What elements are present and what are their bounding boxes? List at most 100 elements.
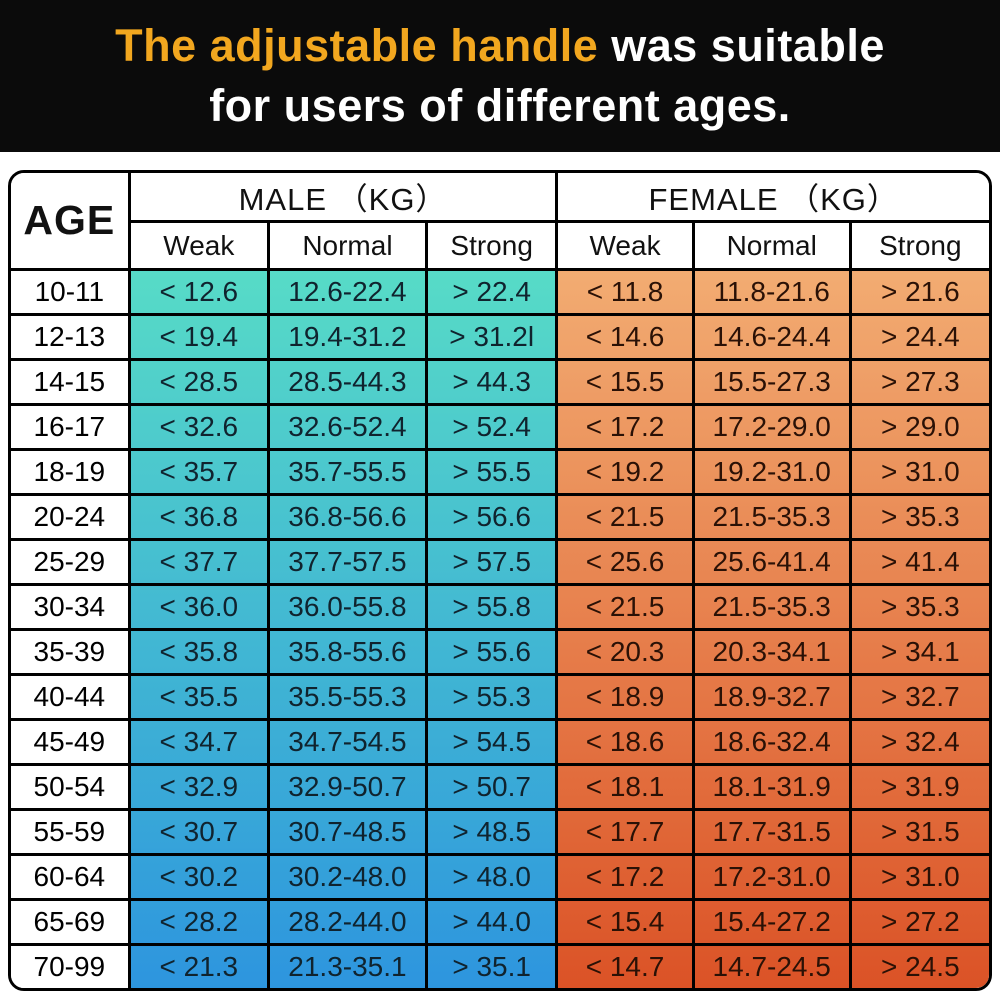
male-normal-cell: 32.9-50.7 <box>266 763 428 811</box>
male-strong-cell: > 31.2l <box>424 313 559 361</box>
table-body: 10-11 < 12.6 12.6-22.4 > 22.4 < 11.8 11.8-21.… <box>11 268 989 988</box>
male-normal-cell: 34.7-54.5 <box>266 718 428 766</box>
female-normal-cell: 25.6-41.4 <box>691 538 852 586</box>
male-strong-cell: > 56.6 <box>424 493 559 541</box>
male-weak-cell: < 35.8 <box>127 628 270 676</box>
male-strong-cell: > 57.5 <box>424 538 559 586</box>
age-cell: 55-59 <box>11 808 131 856</box>
female-normal-cell: 15.4-27.2 <box>691 898 852 946</box>
age-cell: 50-54 <box>11 763 131 811</box>
male-normal-cell: 35.5-55.3 <box>266 673 428 721</box>
header-sub-row: Weak Normal Strong Weak Normal Strong <box>11 220 989 271</box>
female-weak-cell: < 14.7 <box>555 943 695 988</box>
female-normal-cell: 14.6-24.4 <box>691 313 852 361</box>
male-normal-cell: 21.3-35.1 <box>266 943 428 988</box>
female-weak-cell: < 25.6 <box>555 538 695 586</box>
age-cell: 14-15 <box>11 358 131 406</box>
male-normal-cell: 36.8-56.6 <box>266 493 428 541</box>
male-normal-cell: 28.2-44.0 <box>266 898 428 946</box>
table-row: 65-69 < 28.2 28.2-44.0 > 44.0 < 15.4 15.4-27.… <box>11 898 989 946</box>
female-strong-cell: > 32.7 <box>848 673 989 721</box>
female-normal-cell: 15.5-27.3 <box>691 358 852 406</box>
female-normal-cell: 17.7-31.5 <box>691 808 852 856</box>
strength-table: AGE MALE （KG） FEMALE （KG） Weak Normal St… <box>11 173 989 988</box>
female-weak-cell: < 19.2 <box>555 448 695 496</box>
female-normal-cell: 18.1-31.9 <box>691 763 852 811</box>
female-strong-cell: > 24.4 <box>848 313 989 361</box>
female-strong-cell: > 31.5 <box>848 808 989 856</box>
female-normal-cell: 18.9-32.7 <box>691 673 852 721</box>
table-row: 25-29 < 37.7 37.7-57.5 > 57.5 < 25.6 25.6-41.… <box>11 538 989 586</box>
header-female-normal: Normal <box>691 220 852 271</box>
male-weak-cell: < 36.8 <box>127 493 270 541</box>
female-normal-cell: 14.7-24.5 <box>691 943 852 988</box>
female-normal-cell: 11.8-21.6 <box>691 268 852 316</box>
female-strong-cell: > 31.0 <box>848 853 989 901</box>
male-strong-cell: > 44.3 <box>424 358 559 406</box>
table-row: 70-99 < 21.3 21.3-35.1 > 35.1 < 14.7 14.7-24.… <box>11 943 989 988</box>
female-normal-cell: 19.2-31.0 <box>691 448 852 496</box>
table-row: 35-39 < 35.8 35.8-55.6 > 55.6 < 20.3 20.3-34.… <box>11 628 989 676</box>
male-strong-cell: > 55.3 <box>424 673 559 721</box>
male-normal-cell: 12.6-22.4 <box>266 268 428 316</box>
table-row: 40-44 < 35.5 35.5-55.3 > 55.3 < 18.9 18.9-32.… <box>11 673 989 721</box>
female-strong-cell: > 41.4 <box>848 538 989 586</box>
male-normal-cell: 37.7-57.5 <box>266 538 428 586</box>
header-female-strong: Strong <box>848 220 989 271</box>
male-weak-cell: < 34.7 <box>127 718 270 766</box>
female-weak-cell: < 15.5 <box>555 358 695 406</box>
female-normal-cell: 17.2-29.0 <box>691 403 852 451</box>
female-weak-cell: < 18.9 <box>555 673 695 721</box>
female-strong-cell: > 21.6 <box>848 268 989 316</box>
title-highlight: The adjustable handle <box>115 20 599 71</box>
male-weak-cell: < 28.5 <box>127 358 270 406</box>
female-normal-cell: 21.5-35.3 <box>691 493 852 541</box>
male-strong-cell: > 52.4 <box>424 403 559 451</box>
female-weak-cell: < 15.4 <box>555 898 695 946</box>
male-strong-cell: > 35.1 <box>424 943 559 988</box>
female-weak-cell: < 14.6 <box>555 313 695 361</box>
male-weak-cell: < 36.0 <box>127 583 270 631</box>
age-cell: 60-64 <box>11 853 131 901</box>
female-weak-cell: < 17.2 <box>555 853 695 901</box>
female-strong-cell: > 35.3 <box>848 583 989 631</box>
header-male-strong: Strong <box>424 220 559 271</box>
table-row: 55-59 < 30.7 30.7-48.5 > 48.5 < 17.7 17.7-31.… <box>11 808 989 856</box>
header-female-weak: Weak <box>555 220 695 271</box>
male-weak-cell: < 35.5 <box>127 673 270 721</box>
header-age: AGE <box>11 173 131 271</box>
female-weak-cell: < 18.1 <box>555 763 695 811</box>
male-weak-cell: < 32.6 <box>127 403 270 451</box>
age-cell: 35-39 <box>11 628 131 676</box>
table-row: 10-11 < 12.6 12.6-22.4 > 22.4 < 11.8 11.8-21.… <box>11 268 989 316</box>
male-strong-cell: > 48.0 <box>424 853 559 901</box>
male-normal-cell: 36.0-55.8 <box>266 583 428 631</box>
female-weak-cell: < 17.2 <box>555 403 695 451</box>
age-cell: 18-19 <box>11 448 131 496</box>
male-weak-cell: < 30.7 <box>127 808 270 856</box>
header-male-weak: Weak <box>127 220 270 271</box>
female-weak-cell: < 20.3 <box>555 628 695 676</box>
male-weak-cell: < 21.3 <box>127 943 270 988</box>
table-row: 16-17 < 32.6 32.6-52.4 > 52.4 < 17.2 17.2-29.… <box>11 403 989 451</box>
male-normal-cell: 30.2-48.0 <box>266 853 428 901</box>
table-row: 12-13 < 19.4 19.4-31.2 > 31.2l < 14.6 14.6-24… <box>11 313 989 361</box>
strength-table-container: AGE MALE （KG） FEMALE （KG） Weak Normal St… <box>8 170 992 991</box>
female-weak-cell: < 21.5 <box>555 493 695 541</box>
age-cell: 30-34 <box>11 583 131 631</box>
male-strong-cell: > 54.5 <box>424 718 559 766</box>
female-strong-cell: > 32.4 <box>848 718 989 766</box>
female-strong-cell: > 27.3 <box>848 358 989 406</box>
table-row: 20-24 < 36.8 36.8-56.6 > 56.6 < 21.5 21.5-35.… <box>11 493 989 541</box>
page-title-line2: for users of different ages. <box>209 80 791 131</box>
female-weak-cell: < 21.5 <box>555 583 695 631</box>
male-normal-cell: 35.7-55.5 <box>266 448 428 496</box>
age-cell: 12-13 <box>11 313 131 361</box>
male-weak-cell: < 28.2 <box>127 898 270 946</box>
female-normal-cell: 21.5-35.3 <box>691 583 852 631</box>
female-weak-cell: < 18.6 <box>555 718 695 766</box>
male-strong-cell: > 55.8 <box>424 583 559 631</box>
male-strong-cell: > 50.7 <box>424 763 559 811</box>
female-strong-cell: > 31.9 <box>848 763 989 811</box>
female-strong-cell: > 31.0 <box>848 448 989 496</box>
